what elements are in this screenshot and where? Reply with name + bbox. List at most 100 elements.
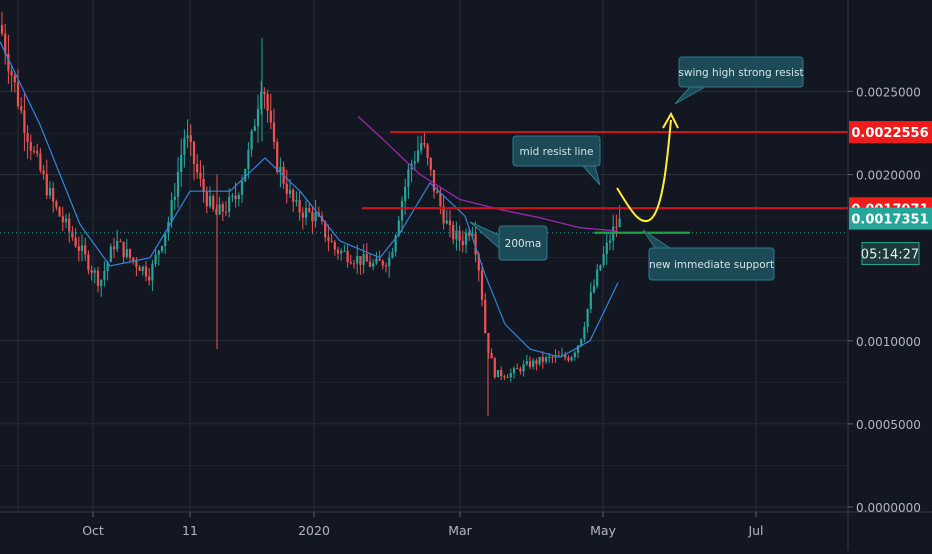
candle-body [68, 218, 71, 232]
candle-body [368, 261, 372, 267]
candle-body [445, 220, 448, 224]
candle-body [221, 204, 224, 212]
candle-body [260, 91, 263, 109]
candle-body [247, 149, 250, 170]
candle-body [170, 199, 173, 222]
candle-body [496, 370, 500, 378]
candle-body [324, 221, 327, 238]
candle-body [90, 270, 93, 273]
candle-body [4, 33, 7, 54]
candle-body [503, 376, 506, 378]
candle-body [416, 150, 420, 162]
candle-body [525, 361, 528, 365]
candle-body [71, 231, 74, 238]
candle-body [96, 270, 100, 287]
candle-body [327, 237, 330, 241]
candle-body [570, 357, 573, 361]
candle-body [42, 170, 45, 175]
candle-body [237, 194, 240, 200]
callout-box [648, 247, 775, 281]
candle-body [551, 356, 554, 358]
candle-body [74, 237, 77, 247]
candle-body [439, 193, 442, 207]
candle-body [269, 110, 272, 123]
candle-body [349, 262, 352, 264]
candle-body [333, 241, 336, 250]
candle-body [404, 186, 407, 202]
candle-body [112, 246, 116, 250]
candle-body [388, 257, 391, 267]
candle-body [541, 356, 544, 362]
candle-body [144, 266, 148, 277]
candle-body [372, 263, 375, 267]
candle-body [413, 161, 416, 164]
candle-body [295, 200, 298, 202]
candle-body [484, 299, 487, 334]
moving-averages [0, 41, 619, 359]
candle-body [13, 75, 16, 83]
candle-body [592, 285, 596, 293]
candle-body [80, 245, 84, 251]
candle-body [45, 174, 48, 196]
candle-body [276, 142, 279, 172]
candle-body [356, 256, 359, 264]
candle-body [516, 368, 519, 370]
candle-body [557, 355, 560, 357]
y-tick-label: 0.0005000 [856, 418, 921, 432]
candle-body [228, 196, 231, 212]
candle-body [400, 201, 404, 221]
candle-body [480, 270, 484, 300]
candle-body [586, 309, 589, 327]
candle-body [128, 249, 132, 258]
candle-body [340, 250, 343, 254]
candle-body [244, 169, 247, 182]
candle-body [522, 364, 525, 372]
candle-body [599, 265, 602, 270]
candle-body [391, 252, 394, 258]
ma-long-line [357, 115, 619, 232]
candle-body [378, 258, 381, 261]
x-tick-label: Oct [82, 523, 104, 538]
candle-body [509, 373, 512, 378]
callout-text: 200ma [505, 238, 542, 250]
projection-curve [616, 119, 672, 223]
y-tick-label: 0.0010000 [856, 335, 921, 349]
annotations: swing high strong resist mid resist line 2… [469, 56, 804, 281]
candle-body [23, 110, 26, 134]
candle-body [106, 261, 109, 272]
candle-body [544, 357, 548, 362]
callout-text: new immediate support [649, 259, 774, 271]
candle-body [506, 377, 509, 379]
candle-body [224, 211, 228, 213]
candle-body [132, 257, 135, 261]
candle-body [407, 169, 410, 187]
candle-body [301, 212, 304, 218]
candle-body [135, 260, 138, 267]
candle-body [362, 253, 365, 265]
candle-body [583, 326, 586, 340]
candle-body [263, 91, 266, 95]
candle-body [157, 250, 160, 255]
projection [616, 111, 679, 223]
candle-body [250, 130, 253, 150]
price-tag: 0.0017351 [849, 207, 932, 230]
candle-body [87, 254, 90, 271]
candle-body [423, 143, 426, 145]
callout-text: swing high strong resist [678, 67, 803, 79]
callout-tail [642, 229, 671, 249]
countdown-tag: 05:14:27 [861, 242, 920, 266]
candle-body [602, 253, 605, 266]
price-tag: 0.0022556 [849, 121, 932, 144]
candle-body [64, 218, 68, 223]
candle-body [580, 339, 583, 346]
candle-body [394, 235, 397, 253]
candle-body [173, 196, 176, 200]
candle-body [426, 144, 429, 159]
candle-body [138, 266, 141, 271]
candle-body [208, 196, 212, 207]
candle-body [429, 158, 432, 170]
price-tag-label: 0.0022556 [851, 126, 928, 141]
candle-body [48, 188, 52, 196]
